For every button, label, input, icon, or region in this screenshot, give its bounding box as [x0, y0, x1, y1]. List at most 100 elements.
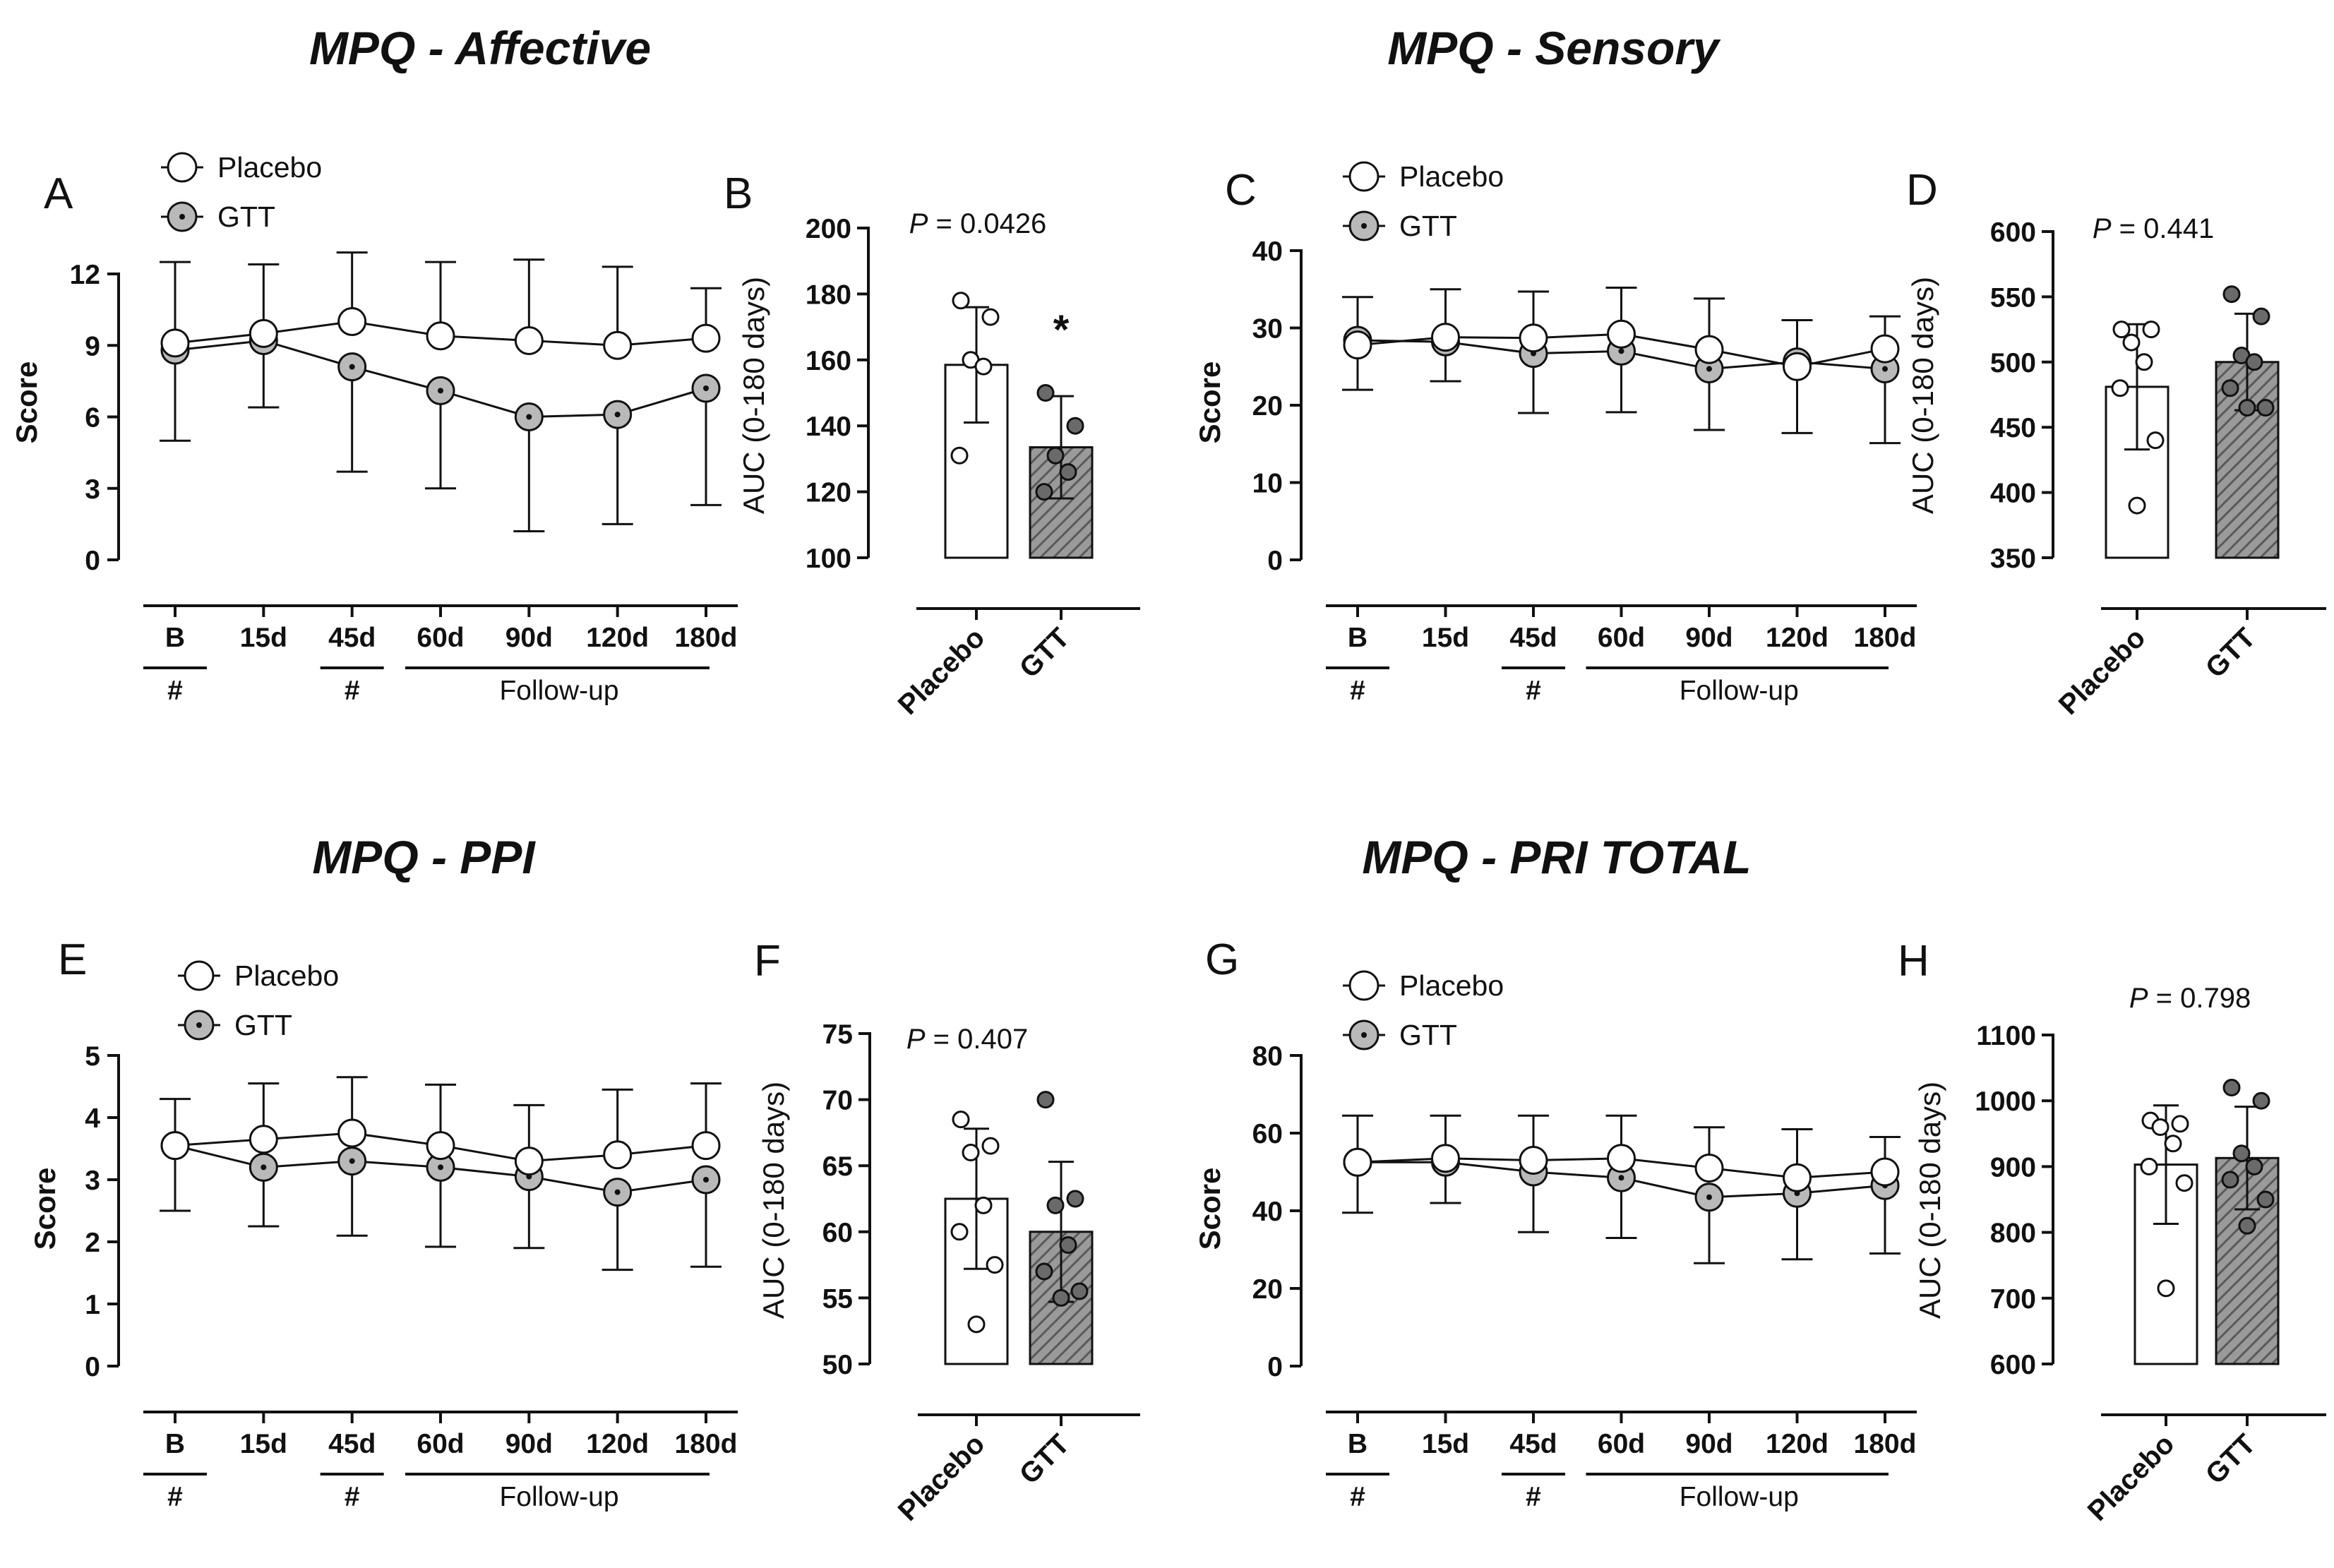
data-point-gtt	[2252, 307, 2270, 325]
x-tick-label: 120d	[586, 623, 649, 653]
data-point-gtt	[2221, 1171, 2239, 1189]
x-category-label: Placebo	[2082, 1428, 2181, 1527]
point-placebo	[514, 1147, 544, 1176]
data-point-gtt	[2252, 1091, 2270, 1110]
y-tick-label: 40	[1252, 237, 1283, 267]
data-point-gtt	[1059, 1236, 1077, 1255]
data-point-placebo	[2142, 321, 2160, 339]
legend-marker-placebo	[1348, 970, 1380, 1001]
p-value-number: = 0.407	[926, 1024, 1029, 1055]
y-tick-label: 5	[85, 1041, 100, 1072]
point-gtt-dot	[438, 1164, 443, 1171]
data-point-placebo	[950, 1223, 969, 1241]
y-tick-label: 60	[822, 1218, 853, 1248]
data-point-gtt	[2256, 1190, 2275, 1209]
y-axis-label: Score	[10, 361, 43, 444]
panel-letter: C	[1225, 166, 1257, 215]
y-tick-label: 2	[85, 1228, 100, 1258]
point-placebo	[1431, 323, 1460, 352]
x-tick-label: 120d	[1766, 1429, 1829, 1459]
x-category-label: Placebo	[2053, 622, 2152, 721]
data-point-gtt	[2222, 285, 2241, 304]
y-tick-label: 10	[1252, 469, 1283, 499]
follow-up-label: Follow-up	[499, 676, 618, 706]
y-tick-label: 9	[85, 331, 100, 361]
data-point-placebo	[2164, 1135, 2182, 1153]
point-placebo	[1519, 1146, 1548, 1175]
x-tick-label: 60d	[1598, 623, 1645, 653]
point-gtt-dot	[703, 1177, 709, 1183]
x-tick-label: 90d	[1685, 1429, 1732, 1459]
panel-B: B 100 120 140 160 180 200 AUC (0-180 days) Place…	[724, 169, 1140, 721]
y-tick-label: 50	[822, 1350, 853, 1380]
data-point-gtt	[1066, 1190, 1084, 1208]
y-tick-label: 80	[1252, 1041, 1283, 1072]
data-point-gtt	[1046, 446, 1065, 465]
y-axis-label: Score	[28, 1168, 61, 1250]
point-gtt-dot	[349, 1158, 355, 1164]
point-gtt-dot	[614, 1189, 621, 1195]
p-value-symbol: P	[909, 208, 928, 239]
x-tick-label: B	[165, 1429, 185, 1459]
y-tick-label: 120	[806, 478, 851, 508]
y-tick-label: 0	[85, 546, 100, 576]
point-gtt-dot	[349, 364, 355, 370]
panel-letter: E	[58, 935, 87, 984]
point-placebo	[691, 1131, 721, 1161]
y-tick-label: 75	[822, 1019, 853, 1050]
data-point-gtt	[1059, 463, 1077, 481]
panel-H: H 600 700 800 900 1000 1100 AUC (0-180 days) Pla…	[1898, 937, 2326, 1527]
legend-marker-placebo	[167, 152, 198, 183]
p-value-symbol: P	[906, 1024, 926, 1055]
title-affective: MPQ - Affective	[309, 22, 651, 74]
point-placebo	[337, 1118, 367, 1148]
data-point-gtt	[2221, 379, 2239, 397]
follow-up-label: Follow-up	[1680, 1482, 1799, 1512]
x-tick-label: 45d	[328, 623, 376, 653]
data-point-placebo	[962, 1143, 980, 1161]
p-value: P = 0.441	[2093, 213, 2214, 244]
data-point-placebo	[2140, 1157, 2158, 1175]
point-gtt-dot	[1618, 348, 1624, 354]
data-point-placebo	[986, 1256, 1004, 1274]
significance-marker: *	[1053, 307, 1070, 353]
point-gtt-dot	[1882, 366, 1888, 372]
y-axis-label: AUC (0-180 days)	[1906, 277, 1939, 514]
x-tick-label: 45d	[1509, 623, 1557, 653]
y-axis-label: AUC (0-180 days)	[737, 277, 770, 514]
y-tick-label: 800	[1990, 1219, 2036, 1249]
legend-placebo: Placebo	[1399, 160, 1504, 193]
y-tick-label: 100	[806, 544, 851, 574]
y-tick-label: 200	[806, 214, 851, 244]
x-tick-label: 15d	[240, 1429, 287, 1459]
y-tick-label: 450	[1990, 413, 2036, 443]
data-point-gtt	[1066, 417, 1084, 435]
point-placebo	[1519, 323, 1548, 353]
data-point-placebo	[952, 292, 970, 310]
x-tick-label: B	[1348, 623, 1368, 653]
y-tick-label: 550	[1990, 282, 2036, 313]
y-tick-label: 160	[806, 346, 851, 376]
x-tick-label: 180d	[675, 1429, 738, 1459]
y-tick-label: 400	[1990, 479, 2036, 509]
legend-gtt: GTT	[217, 201, 275, 233]
data-point-gtt	[1035, 1262, 1053, 1281]
y-tick-label: 60	[1252, 1119, 1283, 1149]
panel-letter: A	[44, 169, 73, 218]
x-tick-label: 120d	[586, 1429, 649, 1459]
p-value-number: = 0.798	[2148, 983, 2251, 1014]
point-gtt-dot	[1706, 1194, 1712, 1200]
hash-day45: #	[1526, 1482, 1541, 1512]
x-tick-label: 90d	[505, 1429, 553, 1459]
hash-day45: #	[345, 676, 360, 706]
point-gtt-dot	[1706, 366, 1712, 372]
y-tick-label: 1100	[1976, 1021, 2036, 1051]
x-tick-label: 15d	[1422, 623, 1469, 653]
x-tick-label: 120d	[1766, 623, 1829, 653]
p-value: P = 0.407	[906, 1024, 1028, 1055]
data-point-gtt	[1070, 1282, 1089, 1300]
data-point-placebo	[974, 357, 993, 376]
data-point-gtt	[1036, 1091, 1055, 1109]
title-sensory: MPQ - Sensory	[1387, 22, 1721, 74]
